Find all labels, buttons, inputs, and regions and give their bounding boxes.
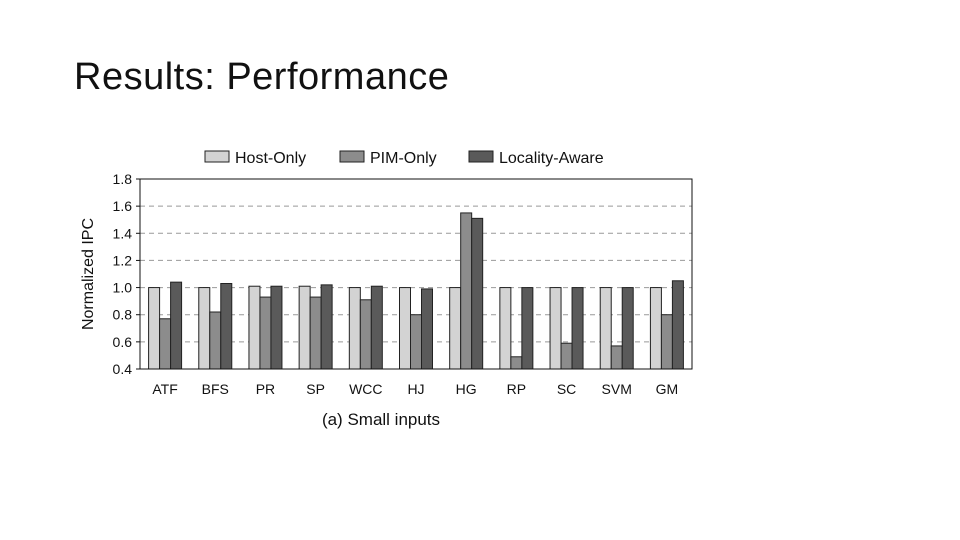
y-tick-label: 0.4 xyxy=(113,361,133,377)
bar-pim-only-gm xyxy=(660,314,673,370)
bar-pim-only-rp xyxy=(510,356,523,370)
x-axis-ticks: ATF BFS PR SP WCC HJ HG RP SC SVM GM xyxy=(152,381,678,397)
x-tick-label: GM xyxy=(656,381,679,397)
bar-host-only-atf xyxy=(148,287,161,370)
bar-pim-only-sc xyxy=(560,342,573,370)
y-tick-label: 1.0 xyxy=(113,280,133,296)
legend-swatch-host-only xyxy=(204,150,230,163)
x-tick-label: HG xyxy=(456,381,477,397)
legend-label: PIM-Only xyxy=(370,150,437,167)
bar-pim-only-sp xyxy=(309,296,322,370)
bar-host-only-pr xyxy=(248,285,261,370)
bar-locality-aware-atf xyxy=(170,281,183,370)
y-tick-label: 1.8 xyxy=(113,171,133,187)
bar-locality-aware-bfs xyxy=(220,283,233,370)
x-tick-label: RP xyxy=(507,381,526,397)
bar-host-only-gm xyxy=(649,287,662,370)
y-tick-label: 1.2 xyxy=(113,252,133,268)
bar-host-only-bfs xyxy=(198,287,211,370)
bar-locality-aware-hg xyxy=(471,217,484,370)
plot-frame xyxy=(139,178,693,370)
bar-host-only-sp xyxy=(298,285,311,370)
chart-legend: Host-Only PIM-Only Locality-Aware xyxy=(204,150,604,167)
bar-locality-aware-rp xyxy=(521,287,534,370)
legend-swatch-locality-aware xyxy=(468,150,494,163)
bar-host-only-rp xyxy=(499,287,512,370)
slide-title: Results: Performance xyxy=(74,56,450,98)
y-tick-label: 0.6 xyxy=(113,334,133,350)
x-tick-label: SVM xyxy=(602,381,632,397)
bar-locality-aware-svm xyxy=(621,287,634,370)
y-axis-ticks: 0.4 0.6 0.8 1.0 1.2 1.4 1.6 1.8 xyxy=(113,171,140,377)
x-tick-label: ATF xyxy=(152,381,177,397)
bar-pim-only-wcc xyxy=(359,299,372,370)
bar-locality-aware-sc xyxy=(571,287,584,370)
x-tick-label: PR xyxy=(256,381,275,397)
bar-host-only-svm xyxy=(599,287,612,370)
y-tick-label: 0.8 xyxy=(113,307,133,323)
x-tick-label: SP xyxy=(306,381,325,397)
x-tick-label: WCC xyxy=(349,381,382,397)
bar-host-only-hg xyxy=(449,287,462,370)
y-axis-label: Normalized IPC xyxy=(80,218,97,330)
bar-host-only-sc xyxy=(549,287,562,370)
legend-label: Host-Only xyxy=(235,150,306,167)
bar-locality-aware-wcc xyxy=(370,285,383,370)
x-tick-label: BFS xyxy=(202,381,229,397)
y-tick-label: 1.4 xyxy=(113,225,133,241)
x-tick-label: SC xyxy=(557,381,576,397)
bar-pim-only-svm xyxy=(610,345,623,370)
bar-pim-only-atf xyxy=(159,318,172,370)
legend-swatch-pim-only xyxy=(339,150,365,163)
x-tick-label: HJ xyxy=(407,381,424,397)
bar-host-only-hj xyxy=(399,287,411,370)
bar-host-only-wcc xyxy=(348,287,361,370)
legend-label: Locality-Aware xyxy=(499,150,604,167)
bar-locality-aware-pr xyxy=(270,285,283,370)
chart-caption: (a) Small inputs xyxy=(322,410,440,429)
bar-pim-only-hj xyxy=(410,314,422,370)
bar-locality-aware-hj xyxy=(421,288,433,370)
chart-bars xyxy=(148,212,684,370)
bar-pim-only-hg xyxy=(460,212,473,370)
bar-pim-only-pr xyxy=(259,296,272,370)
bar-locality-aware-sp xyxy=(320,284,333,370)
bar-locality-aware-gm xyxy=(671,280,684,370)
y-tick-label: 1.6 xyxy=(113,198,133,214)
bar-pim-only-bfs xyxy=(209,311,222,370)
